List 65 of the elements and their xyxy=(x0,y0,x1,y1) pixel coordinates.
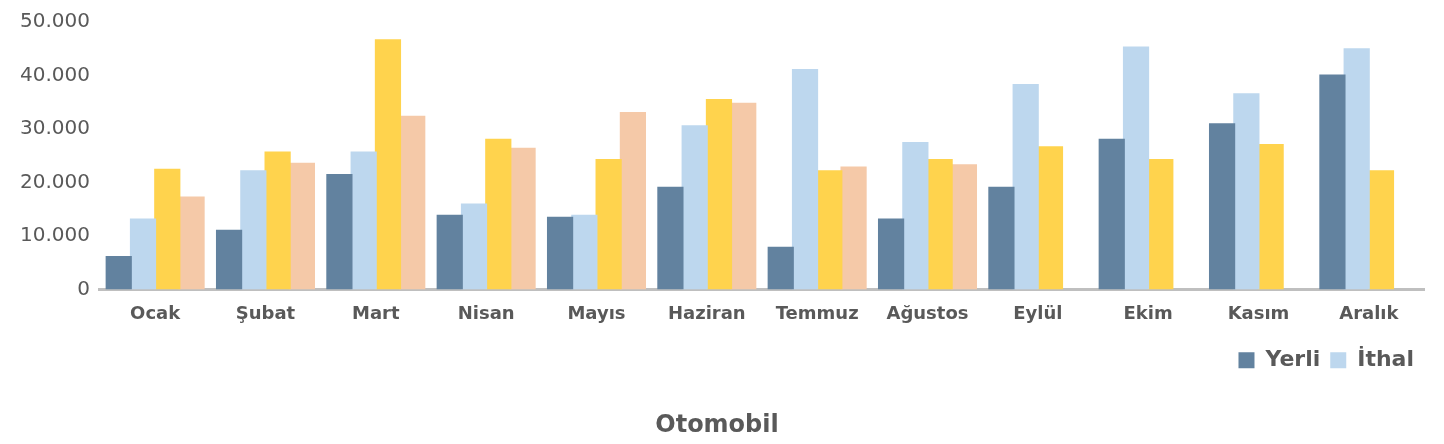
bar xyxy=(1036,146,1064,290)
bar xyxy=(1098,138,1125,290)
bar xyxy=(374,39,402,290)
x-tick-label: Şubat xyxy=(235,302,296,324)
bar xyxy=(705,99,733,290)
bar xyxy=(595,159,622,290)
x-tick-label: Temmuz xyxy=(775,302,859,324)
bar xyxy=(1208,123,1236,290)
bar xyxy=(619,111,647,290)
bar xyxy=(105,255,132,290)
x-tick-label: Mayıs xyxy=(567,302,626,324)
bar xyxy=(730,102,757,290)
bar xyxy=(681,125,708,290)
bar xyxy=(436,214,463,290)
bar xyxy=(816,170,843,290)
bar xyxy=(1147,159,1174,290)
y-tick-label: 30.000 xyxy=(20,115,90,140)
bar xyxy=(288,162,315,290)
bar xyxy=(1367,170,1395,290)
x-tick-label: Nisan xyxy=(457,302,515,324)
text: Otomobil xyxy=(655,409,779,438)
bar xyxy=(350,151,377,290)
y-tick-label: 10.000 xyxy=(20,222,90,247)
bar xyxy=(988,186,1015,290)
bar xyxy=(399,115,426,290)
x-tick-label: Haziran xyxy=(667,302,746,324)
bar xyxy=(1319,74,1346,290)
bar xyxy=(215,229,243,290)
bar xyxy=(485,138,512,290)
bar xyxy=(1343,48,1370,290)
bar xyxy=(509,147,536,290)
y-tick-label: 0 xyxy=(77,275,90,300)
x-tick-label: Mart xyxy=(352,302,400,324)
bar xyxy=(1257,144,1284,290)
bar xyxy=(1233,93,1260,290)
x-tick-label: Ağustos xyxy=(886,302,969,324)
bar xyxy=(902,141,929,290)
bar xyxy=(264,151,291,290)
bar xyxy=(546,216,574,290)
bar xyxy=(154,168,181,290)
bar xyxy=(657,186,684,290)
bar xyxy=(129,218,157,290)
x-tick-label: Ocak xyxy=(130,302,182,324)
x-tick-label: Ekim xyxy=(1123,302,1173,324)
y-tick-label: 50.000 xyxy=(20,8,90,33)
bar xyxy=(240,170,267,290)
legend-label: İthal xyxy=(1357,345,1415,371)
bar xyxy=(326,174,353,290)
y-tick-label: 40.000 xyxy=(20,61,90,86)
x-tick-label: Eylül xyxy=(1013,302,1063,324)
x-tick-label: Aralık xyxy=(1339,302,1400,324)
bar xyxy=(571,214,598,290)
bar xyxy=(178,196,205,290)
bar xyxy=(950,164,978,290)
bar xyxy=(767,246,794,290)
bar xyxy=(460,203,488,290)
y-tick-label: 20.000 xyxy=(20,168,90,193)
x-tick-label: Kasım xyxy=(1227,302,1290,324)
bar xyxy=(840,166,867,290)
bar xyxy=(877,218,905,290)
bar xyxy=(791,69,819,290)
bar xyxy=(1122,46,1150,290)
bar xyxy=(926,159,953,290)
legend-label: Yerli xyxy=(1264,345,1321,371)
bar xyxy=(1012,84,1039,290)
